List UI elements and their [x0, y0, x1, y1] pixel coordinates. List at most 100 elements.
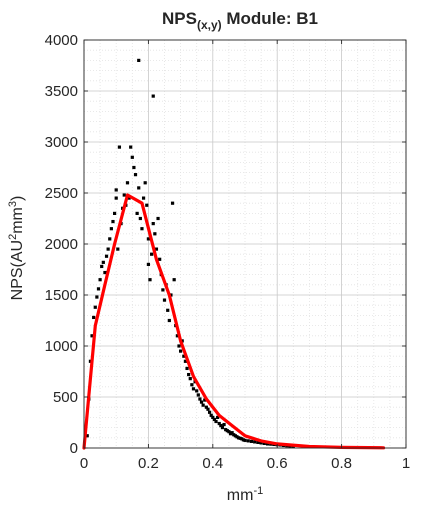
x-tick-label: 0: [80, 455, 88, 472]
data-point: [187, 372, 191, 377]
x-tick-label: 0.4: [202, 455, 223, 472]
data-point: [145, 203, 149, 207]
data-point: [265, 442, 270, 446]
data-point: [199, 400, 204, 404]
data-point: [209, 413, 213, 417]
data-point: [216, 415, 220, 419]
data-point: [93, 305, 97, 309]
y-tick-label: 2000: [45, 236, 78, 253]
y-tick-label: 3500: [45, 83, 78, 100]
x-tick-label: 0.8: [331, 455, 352, 472]
data-point: [114, 188, 118, 192]
data-point: [138, 216, 142, 221]
data-point: [106, 247, 110, 251]
data-point: [103, 270, 107, 275]
data-point: [188, 377, 192, 381]
data-point: [146, 262, 150, 266]
data-point: [100, 264, 104, 269]
x-axis-label: mm-1: [227, 485, 263, 504]
y-tick-label: 1500: [45, 287, 78, 304]
data-point: [201, 403, 205, 407]
data-point: [241, 438, 245, 442]
data-point: [172, 278, 176, 282]
data-point: [156, 216, 160, 221]
data-point: [122, 193, 126, 197]
data-point: [158, 257, 162, 261]
data-point: [219, 423, 223, 428]
data-point: [104, 254, 109, 258]
y-tick-label: 2500: [45, 185, 78, 202]
data-point: [230, 431, 234, 435]
data-point: [196, 393, 200, 397]
data-point: [161, 288, 165, 292]
data-point: [167, 318, 171, 323]
data-point: [233, 434, 237, 438]
data-point: [253, 440, 257, 444]
data-point: [220, 426, 225, 430]
data-point: [143, 181, 147, 185]
data-point: [183, 359, 188, 363]
data-point: [114, 196, 118, 200]
plot-area: [82, 58, 386, 450]
data-point: [238, 436, 242, 440]
data-point: [117, 145, 122, 149]
data-point: [154, 247, 159, 251]
data-point: [185, 366, 189, 371]
data-point: [195, 389, 199, 393]
data-point: [148, 278, 152, 282]
data-point: [133, 173, 138, 177]
data-point: [191, 387, 196, 391]
data-point: [116, 247, 120, 251]
data-point: [130, 155, 134, 159]
data-point: [151, 94, 155, 98]
data-point: [214, 419, 218, 424]
data-point: [85, 434, 89, 438]
data-point: [150, 252, 154, 256]
data-point: [211, 415, 215, 419]
data-point: [179, 349, 183, 353]
data-point: [137, 58, 141, 62]
data-point: [225, 429, 229, 433]
data-point: [108, 237, 112, 241]
data-point: [206, 407, 210, 411]
x-tick-label: 0.6: [267, 455, 288, 472]
data-point: [90, 334, 94, 338]
grid: [83, 39, 407, 449]
y-tick-label: 4000: [45, 32, 78, 49]
y-tick-label: 500: [53, 389, 78, 406]
data-point: [153, 232, 157, 236]
data-point: [256, 440, 260, 444]
data-point: [262, 441, 266, 446]
data-point: [135, 211, 139, 215]
y-tick-label: 1000: [45, 338, 78, 355]
data-point: [177, 344, 181, 348]
data-point: [98, 278, 102, 282]
data-point: [96, 287, 101, 291]
data-point: [109, 227, 113, 231]
data-point: [246, 439, 250, 443]
data-point: [207, 410, 212, 414]
data-point: [101, 260, 105, 264]
x-tick-label: 0.2: [138, 455, 159, 472]
data-point: [240, 437, 244, 441]
data-point: [235, 435, 239, 439]
fit-line: [82, 193, 386, 450]
data-point: [140, 227, 144, 231]
data-point: [175, 334, 179, 338]
data-point: [203, 398, 207, 402]
data-point: [224, 428, 228, 432]
data-point: [111, 219, 115, 224]
axes: 0 0.2 0.4 0.6 0.8 1 0 500 1000 1500 2000 2500 3000 35…: [45, 32, 411, 472]
data-point: [243, 438, 247, 442]
data-point: [190, 383, 194, 387]
data-point: [92, 315, 96, 320]
chart-title: NPS(x,y) Module: B1: [162, 9, 318, 32]
data-point: [112, 211, 117, 215]
data-point: [217, 421, 221, 426]
data-point: [95, 295, 99, 299]
data-point: [170, 201, 175, 205]
data-point: [212, 417, 217, 422]
data-point: [182, 354, 186, 358]
